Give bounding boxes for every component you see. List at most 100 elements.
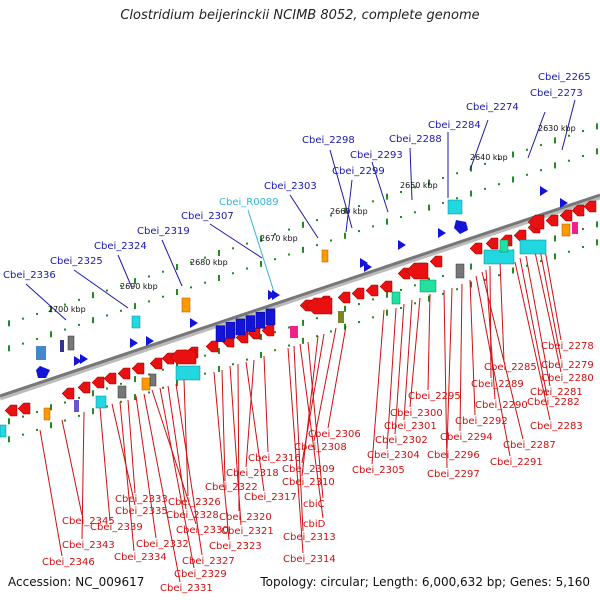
map-title: Clostridium beijerinckii NCIMB 8052, com… [120,8,480,23]
leader-line [443,289,448,469]
reverse-gene-feature [559,209,573,222]
forward-gene-feature [540,186,548,196]
leader-line [183,379,189,497]
tick-mark [8,418,10,425]
reverse-gene-feature [469,242,483,255]
orange-gene-feature [141,377,151,391]
gene-label-bottom: Cbei_2285 [484,362,537,373]
tick-mark [568,134,570,137]
reverse-gene-feature [131,362,145,375]
reverse-gene-feature [305,297,333,315]
purple-gene-feature [74,400,79,412]
tick-mark [512,267,514,274]
forward-gene-feature [190,318,198,328]
tick-mark [148,300,150,303]
tick-mark [176,289,178,296]
tick-mark [288,344,290,347]
tick-mark [582,155,584,158]
tick-mark [498,274,500,277]
label-leader-lines [25,99,576,583]
leader-line [469,119,489,171]
forward-gene-feature [225,322,236,339]
gene-label-bottom: Cbei_2343 [62,540,115,551]
tick-mark [582,228,584,231]
tick-mark [274,233,276,236]
tick-mark [344,323,346,330]
scale-label: 2670 kbp [260,234,298,243]
tick-mark [526,148,528,151]
tick-mark [512,151,514,158]
tick-mark [64,328,66,331]
grey-gene-feature [455,263,465,279]
tick-mark [274,349,276,352]
leader-line [127,399,136,494]
tick-mark [288,326,290,329]
gene-label-top: Cbei_2265 [538,72,591,83]
reverse-gene-feature [351,287,365,300]
gene-label-bottom: Cbei_2328 [166,510,219,521]
tick-mark [386,309,388,316]
leader-line [499,261,505,362]
olive-gene-feature [338,311,344,323]
orange-gene-feature [561,223,571,237]
tick-mark [22,317,24,320]
gene-label-top: Cbei_2303 [264,181,317,192]
leader-line [301,335,319,477]
scale-label: 2630 kbp [538,124,576,133]
tick-mark [596,148,598,155]
tick-mark [344,305,346,312]
tick-mark [106,405,108,408]
gene-label-bottom: Cbei_2332 [136,539,189,550]
tick-mark [554,235,556,242]
reverse-gene-feature [527,214,545,230]
forward-gene-feature [255,311,266,329]
leader-line [446,287,453,450]
tick-mark [540,144,542,147]
gene-label-bottom: Cbei_2314 [283,554,336,565]
gene-label-top: Cbei_2288 [389,134,442,145]
reverse-gene-feature [77,381,91,394]
leader-line [143,393,181,583]
tick-mark [176,264,178,271]
tick-mark [526,264,528,267]
tick-mark [218,274,220,281]
tick-mark [78,414,80,417]
tick-mark [162,295,164,298]
leader-line [427,293,431,391]
leader-line [247,209,275,293]
tick-mark [120,284,122,287]
gene-label-bottom: Cbei_2296 [427,450,480,461]
leader-line [534,251,562,373]
tick-mark [554,162,556,169]
tick-mark [232,272,234,275]
forward-gene-feature [80,354,88,364]
tick-mark [442,292,444,295]
forward-gene-feature [398,240,406,250]
forward-gene-feature [130,338,138,348]
tick-mark [176,380,178,387]
gene-label-bottom: Cbei_2279 [541,360,594,371]
reverse-gene-feature [337,291,351,304]
tick-mark [568,250,570,253]
gene-label-bottom: Cbei_2327 [182,556,235,567]
tick-mark [106,289,108,292]
steelblue-gene-feature [36,346,46,360]
tick-mark [596,221,598,228]
tick-mark [78,298,80,301]
leader-line [475,275,511,457]
magenta-gene-feature [572,222,578,234]
tick-mark [134,394,136,401]
reverse-gene-feature [405,262,429,280]
gene-label-bottom: Cbei_2292 [455,416,508,427]
cyan-gene-feature [0,424,7,438]
cyan-gene-feature [519,239,547,255]
leader-line [371,161,389,213]
leader-line [99,407,111,522]
leader-line [544,249,562,341]
tick-mark [526,173,528,176]
tick-mark [498,183,500,186]
reverse-gene-feature [149,357,163,370]
gene-label-bottom: Cbei_2308 [294,442,347,453]
tick-mark [36,337,38,340]
